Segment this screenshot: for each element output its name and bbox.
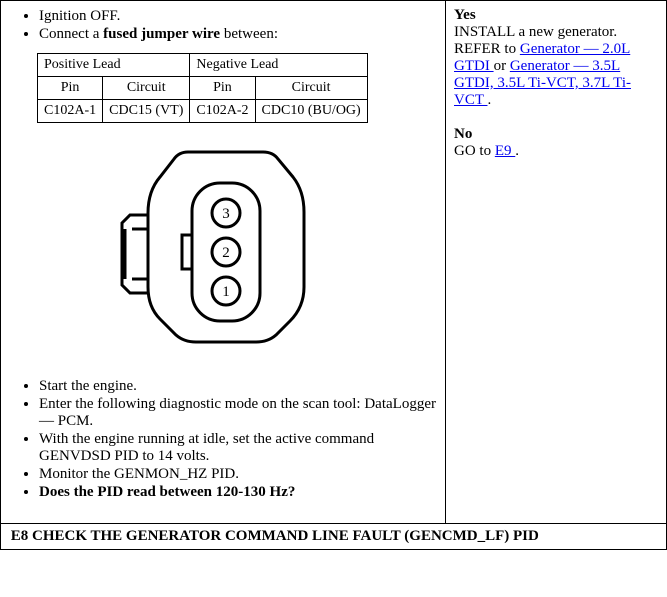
- svg-text:1: 1: [222, 284, 230, 300]
- negative-lead-header: Negative Lead: [190, 54, 367, 77]
- no-heading: No: [454, 126, 658, 143]
- question-text: Does the PID read between 120-130 Hz?: [39, 484, 295, 500]
- list-item: Connect a fused jumper wire between:: [39, 26, 437, 43]
- refer-pre: REFER to: [454, 41, 520, 57]
- bullet-bold: fused jumper wire: [103, 26, 220, 42]
- period: .: [487, 92, 491, 108]
- footer-text: E8 CHECK THE GENERATOR COMMAND LINE FAUL…: [11, 528, 539, 544]
- table-row: Positive Lead Negative Lead: [38, 54, 368, 77]
- cell: CDC10 (BU/OG): [255, 100, 367, 123]
- procedure-column: Ignition OFF. Connect a fused jumper wir…: [1, 1, 446, 523]
- yes-heading: Yes: [454, 7, 658, 24]
- list-item: Does the PID read between 120-130 Hz?: [39, 484, 437, 501]
- positive-lead-header: Positive Lead: [38, 54, 190, 77]
- bullet-text: Start the engine.: [39, 378, 137, 394]
- col-header: Pin: [38, 77, 103, 100]
- bullet-pre: Connect a: [39, 26, 103, 42]
- bottom-bullet-list: Start the engine. Enter the following di…: [9, 378, 437, 501]
- list-item: Ignition OFF.: [39, 8, 437, 25]
- list-item: Monitor the GENMON_HZ PID.: [39, 466, 437, 483]
- diagnostic-step-container: Ignition OFF. Connect a fused jumper wir…: [0, 0, 667, 550]
- table-row: Pin Circuit Pin Circuit: [38, 77, 368, 100]
- col-header: Pin: [190, 77, 255, 100]
- list-item: Enter the following diagnostic mode on t…: [39, 396, 437, 430]
- bullet-text: Ignition OFF.: [39, 8, 120, 24]
- cell: C102A-1: [38, 100, 103, 123]
- cell: C102A-2: [190, 100, 255, 123]
- col-header: Circuit: [255, 77, 367, 100]
- table-row: C102A-1 CDC15 (VT) C102A-2 CDC10 (BU/OG): [38, 100, 368, 123]
- refer-line: REFER to Generator — 2.0L GTDI or Genera…: [454, 41, 658, 109]
- col-header: Circuit: [103, 77, 190, 100]
- lead-table: Positive Lead Negative Lead Pin Circuit …: [37, 53, 368, 123]
- top-bullet-list: Ignition OFF. Connect a fused jumper wir…: [9, 8, 437, 43]
- no-pre: GO to: [454, 143, 495, 159]
- list-item: With the engine running at idle, set the…: [39, 431, 437, 465]
- bullet-text: Enter the following diagnostic mode on t…: [39, 396, 436, 429]
- no-period: .: [515, 143, 519, 159]
- bullet-text: Monitor the GENMON_HZ PID.: [39, 466, 239, 482]
- connector-svg: 3 2 1: [108, 137, 338, 357]
- result-column: Yes INSTALL a new generator. REFER to Ge…: [446, 1, 666, 523]
- connector-diagram: 3 2 1: [9, 137, 437, 362]
- bullet-post: between:: [220, 26, 278, 42]
- bullet-text: With the engine running at idle, set the…: [39, 431, 374, 464]
- no-line: GO to E9 .: [454, 143, 658, 160]
- e9-link[interactable]: E9: [495, 143, 515, 159]
- or-text: or: [494, 58, 510, 74]
- step-row: Ignition OFF. Connect a fused jumper wir…: [0, 0, 667, 523]
- svg-text:2: 2: [222, 245, 230, 261]
- list-item: Start the engine.: [39, 378, 437, 395]
- cell: CDC15 (VT): [103, 100, 190, 123]
- next-step-heading: E8 CHECK THE GENERATOR COMMAND LINE FAUL…: [0, 523, 667, 550]
- yes-action: INSTALL a new generator.: [454, 24, 658, 41]
- svg-text:3: 3: [222, 206, 230, 222]
